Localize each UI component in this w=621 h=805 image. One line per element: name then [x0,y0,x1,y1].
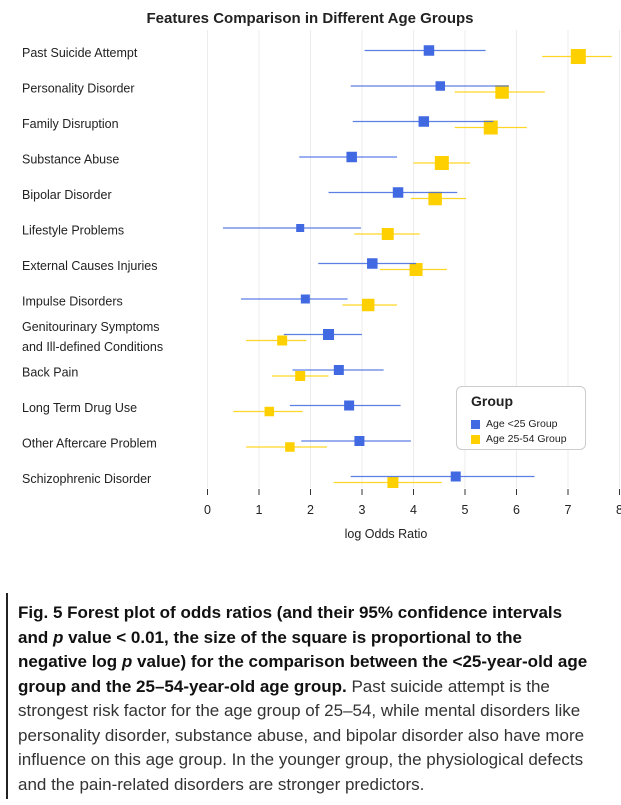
estimate-square [387,477,399,488]
estimate-square [423,45,435,56]
forest-plot: Features Comparison in Different Age Gro… [22,10,621,541]
estimate-square [367,258,378,269]
category-label: Long Term Drug Use [22,401,137,415]
estimate-square [381,228,394,240]
x-axis: 0 1 2 3 4 5 6 7 8 [204,489,621,517]
category-label: Family Disruption [22,117,119,131]
category-labels: Past Suicide Attempt Personality Disorder… [22,46,163,486]
category-label: Past Suicide Attempt [22,46,138,60]
category-label: Genitourinary Symptoms [22,320,160,334]
category-label: Lifestyle Problems [22,224,124,238]
caption-p: p [121,652,133,671]
x-tick-label: 8 [616,503,621,517]
x-axis-label: log Odds Ratio [345,527,428,541]
category-label: External Causes Injuries [22,259,157,273]
legend-entry-under-25: Age <25 Group [471,418,558,430]
category-label: Impulse Disorders [22,295,123,309]
estimate-square [418,116,430,127]
legend-label: Age 25-54 Group [486,433,567,445]
estimate-square [333,365,344,375]
estimate-square [344,400,355,411]
chart-title: Features Comparison in Different Age Gro… [147,10,474,27]
legend-entry-25-54: Age 25-54 Group [471,433,567,445]
x-tick-label: 6 [513,503,520,517]
category-label: Schizophrenic Disorder [22,472,151,486]
estimate-square [354,436,365,446]
legend-swatch-yellow [471,434,480,444]
estimate-square [409,263,423,276]
estimate-square [435,81,446,91]
estimate-square [296,224,305,232]
category-label: Back Pain [22,366,78,380]
legend: Group Age <25 Group Age 25-54 Group [456,386,586,450]
estimate-square [570,49,586,64]
category-label: and Ill-defined Conditions [22,340,163,354]
estimate-square [434,156,449,170]
caption-body: Past suicide attempt is the strongest ri… [18,676,585,794]
legend-swatch-blue [471,419,480,429]
estimate-square [428,191,442,206]
caption-bold: Fig. 5 Forest plot of odds ratios (and t… [18,603,563,647]
caption-p: p [52,627,64,647]
x-tick-label: 2 [307,503,314,517]
x-tick-label: 1 [256,503,263,517]
category-label: Other Aftercare Problem [22,437,157,451]
caption-bold-3: value) for the comparison between the <2… [18,652,588,696]
legend-title: Group [471,393,513,409]
estimate-square [495,85,509,99]
estimate-square [361,298,375,312]
x-tick-label: 5 [462,503,469,517]
category-label: Personality Disorder [22,82,135,96]
figure-caption: Fig. 5 Forest plot of odds ratios (and t… [6,593,598,799]
estimate-square [285,442,295,452]
estimate-square [277,335,288,346]
estimate-square [483,120,498,135]
legend-label: Age <25 Group [486,418,558,430]
category-label: Bipolar Disorder [22,188,112,202]
caption-bold-2: value < 0.01, the size of the square is … [18,627,522,672]
data-marks [222,45,612,488]
estimate-square [323,329,335,340]
estimate-square [450,471,461,482]
estimate-square [300,294,310,304]
estimate-square [295,371,306,381]
x-tick-label: 4 [410,503,417,517]
estimate-square [392,187,404,198]
estimate-square [264,406,275,417]
x-tick-label: 0 [204,503,211,517]
estimate-square [346,151,357,163]
x-tick-label: 7 [565,503,572,517]
x-tick-label: 3 [359,503,366,517]
category-label: Substance Abuse [22,153,119,167]
